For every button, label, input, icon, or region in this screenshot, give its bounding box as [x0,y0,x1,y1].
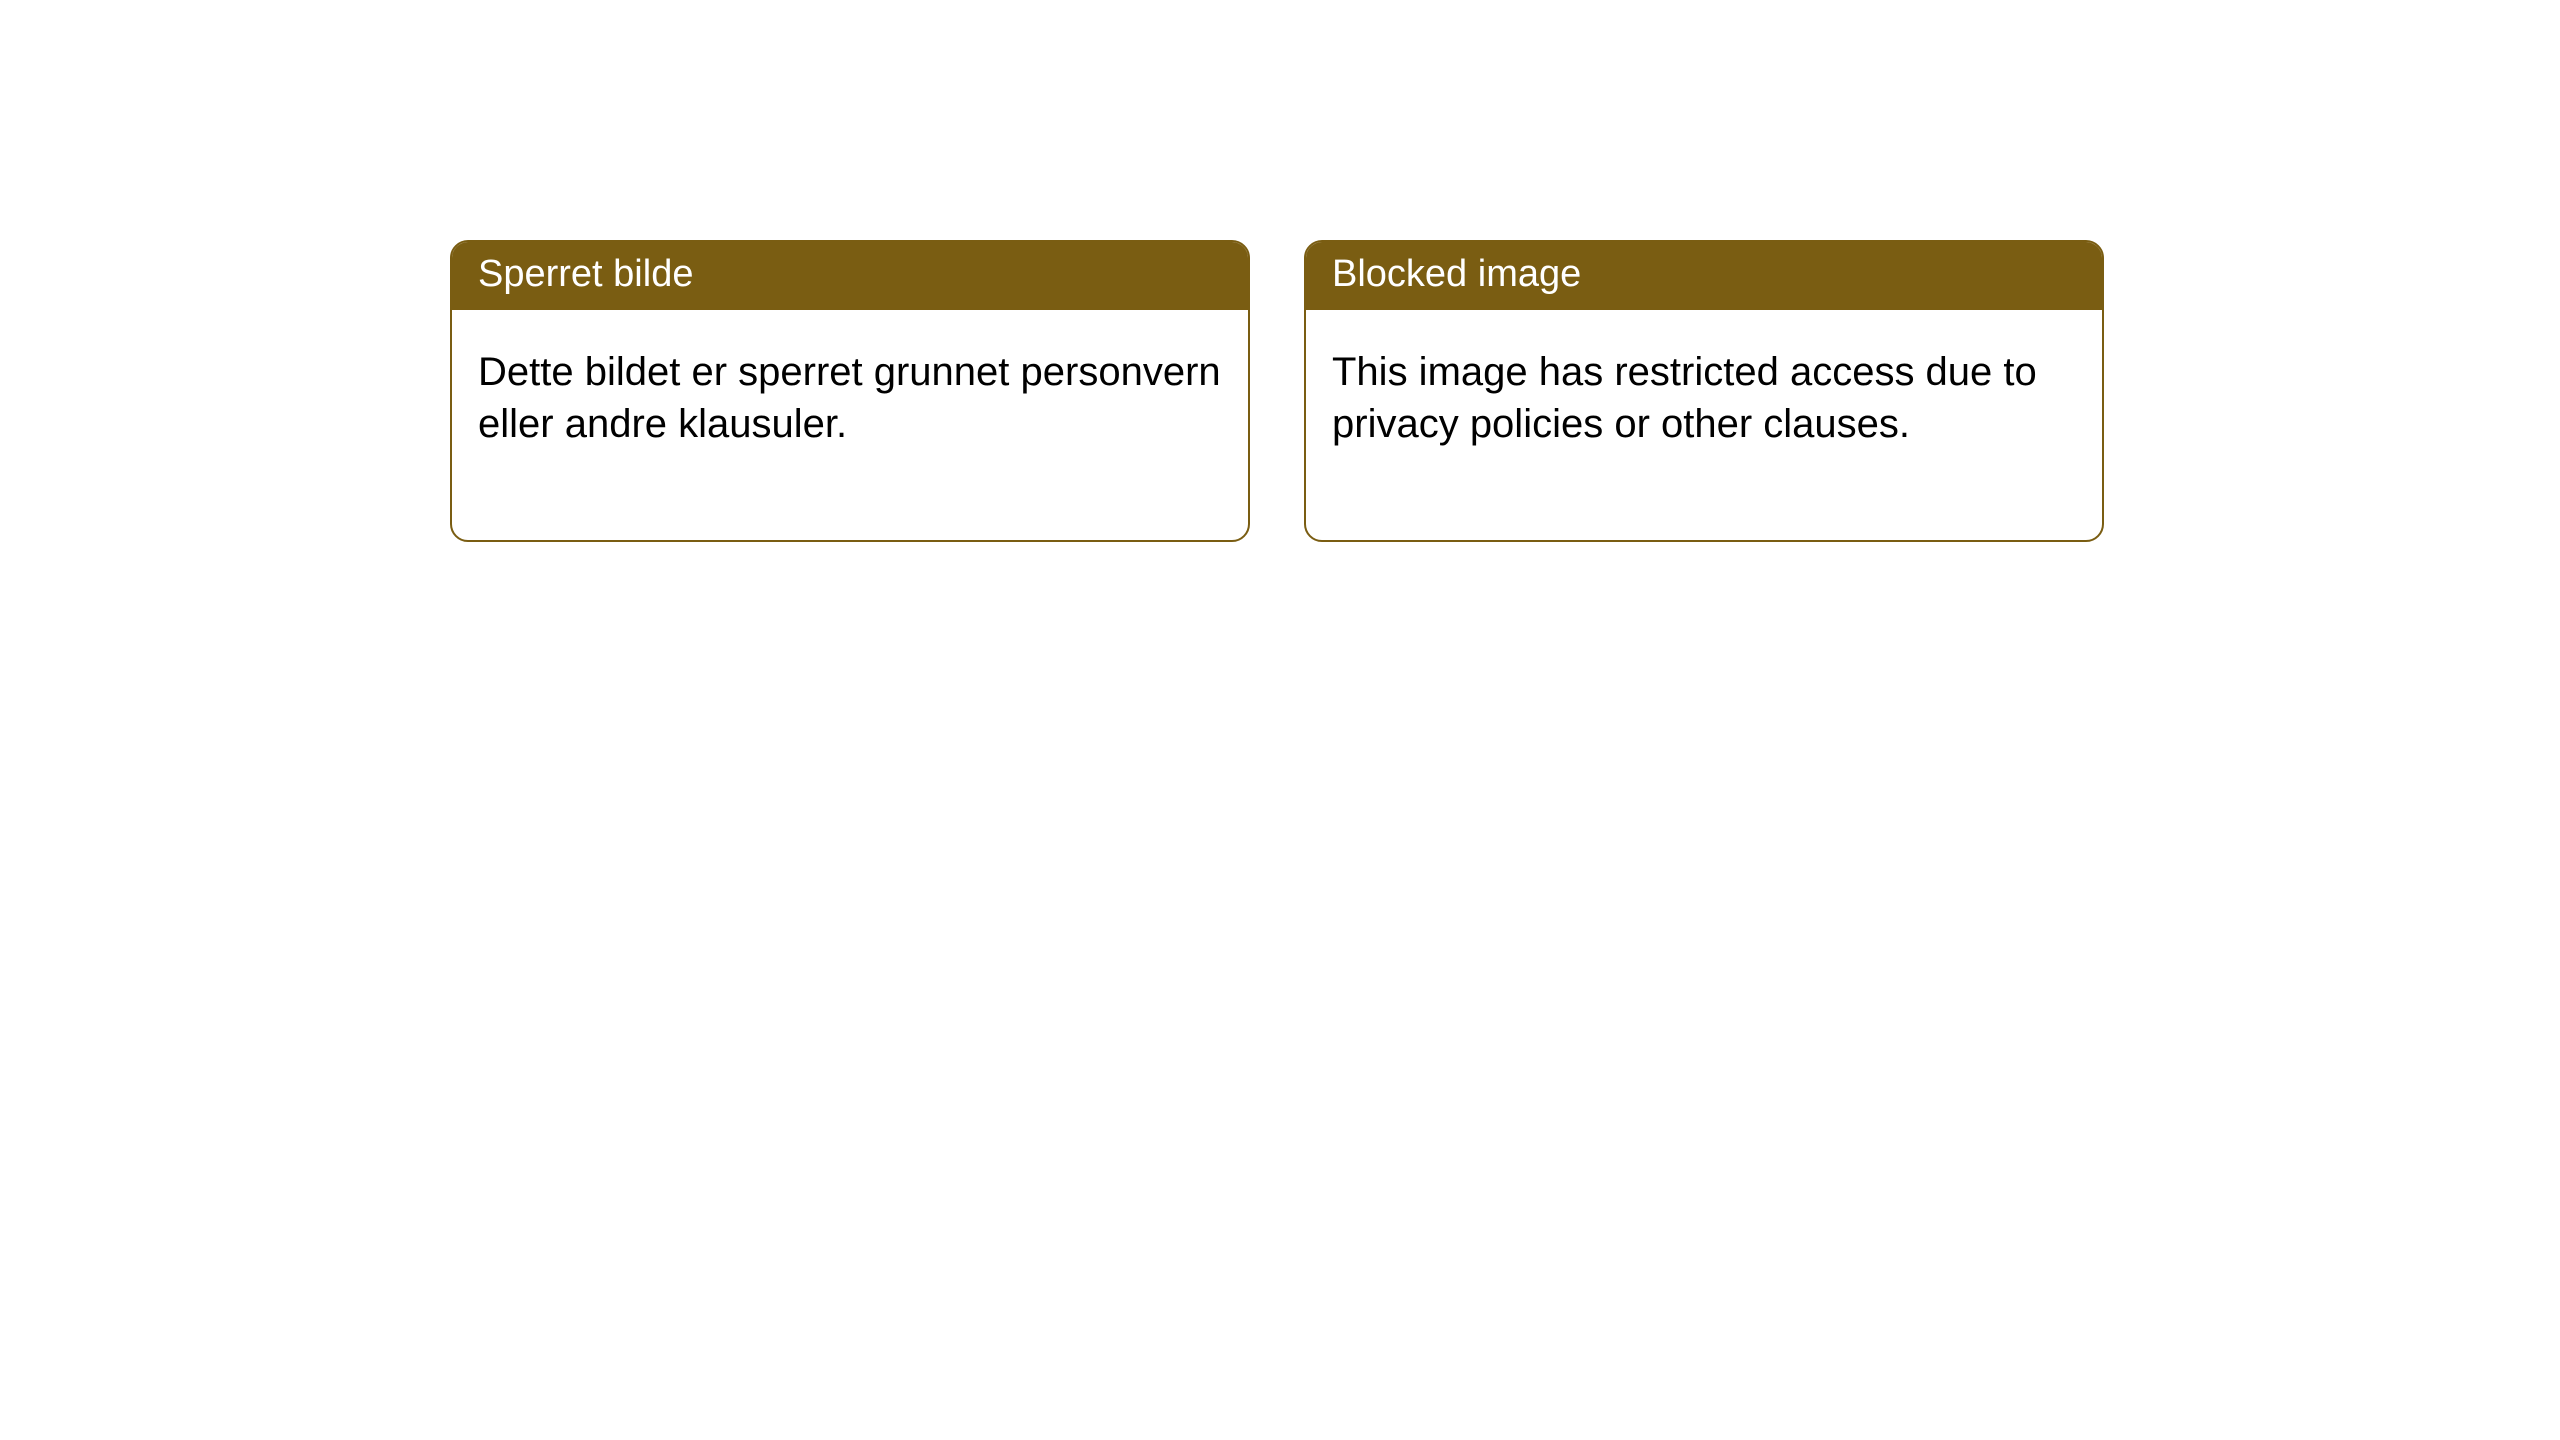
notice-body-english: This image has restricted access due to … [1306,310,2102,540]
notice-title-english: Blocked image [1306,242,2102,310]
notice-card-english: Blocked image This image has restricted … [1304,240,2104,542]
notice-body-norwegian: Dette bildet er sperret grunnet personve… [452,310,1248,540]
notice-title-norwegian: Sperret bilde [452,242,1248,310]
notice-card-norwegian: Sperret bilde Dette bildet er sperret gr… [450,240,1250,542]
notice-container: Sperret bilde Dette bildet er sperret gr… [450,240,2104,542]
